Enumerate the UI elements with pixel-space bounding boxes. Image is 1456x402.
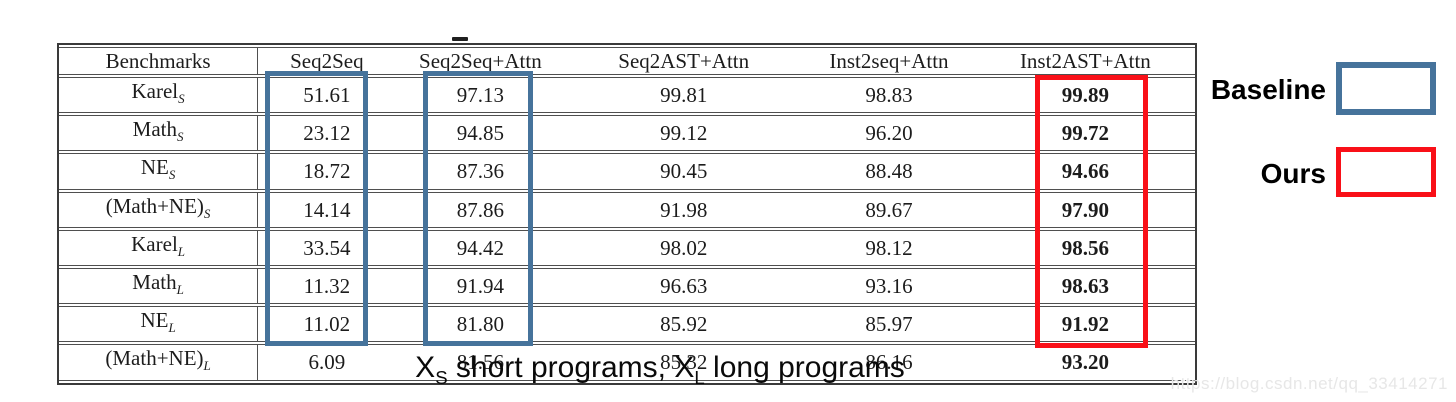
benchmark-label: NES	[59, 153, 259, 190]
score-cell: 90.45	[565, 153, 803, 190]
table-row: (Math+NE)S 14.14 87.86 91.98 89.67 97.90	[59, 191, 1195, 228]
score-cell: 86.16	[802, 344, 976, 381]
score-cell: 96.20	[802, 115, 976, 152]
caption-x-short: X	[415, 351, 436, 384]
score-cell: 88.48	[802, 153, 976, 190]
benchmark-label: KarelS	[59, 77, 259, 114]
table-row: KarelL 33.54 94.42 98.02 98.12 98.56	[59, 229, 1195, 266]
score-cell: 85.92	[565, 306, 803, 343]
score-cell: 93.16	[802, 267, 976, 305]
column-header: Seq2Seq+Attn	[395, 47, 566, 75]
column-header: Seq2AST+Attn	[565, 47, 803, 75]
score-cell: 81.80	[395, 306, 566, 343]
score-cell: 87.36	[395, 153, 566, 190]
column-header: Inst2seq+Attn	[802, 47, 976, 75]
legend-baseline-swatch	[1336, 62, 1436, 115]
caption-sub-short: S	[435, 367, 448, 388]
table-row: (Math+NE)L 6.09 81.56 85.32 86.16 93.20	[59, 344, 1195, 381]
score-cell: 94.66	[975, 153, 1195, 190]
score-cell: 11.02	[258, 306, 396, 343]
crop-artifact-dash	[452, 37, 468, 41]
legend-baseline-label: Baseline	[1210, 74, 1326, 105]
score-cell: 11.32	[258, 267, 396, 305]
benchmark-label: (Math+NE)L	[59, 344, 259, 381]
legend-ours-label: Ours	[1260, 158, 1326, 189]
score-cell: 85.32	[565, 344, 803, 381]
benchmark-label: KarelL	[59, 229, 259, 266]
caption-mid-text: short programs, X	[447, 351, 695, 384]
score-cell: 99.72	[975, 115, 1195, 152]
score-cell: 51.61	[258, 77, 396, 114]
score-cell: 97.90	[975, 191, 1195, 228]
legend-ours-swatch	[1336, 147, 1436, 197]
score-cell: 99.89	[975, 77, 1195, 114]
table-row: MathS 23.12 94.85 99.12 96.20 99.72	[59, 115, 1195, 152]
table-row: NES 18.72 87.36 90.45 88.48 94.66	[59, 153, 1195, 190]
score-cell: 91.92	[975, 306, 1195, 343]
score-cell: 98.12	[802, 229, 976, 266]
score-cell: 33.54	[258, 229, 396, 266]
figure-caption: XS short programs, XL long programs	[160, 351, 1160, 389]
score-cell: 99.12	[565, 115, 803, 152]
score-cell: 81.56	[395, 344, 566, 381]
table-row: MathL 11.32 91.94 96.63 93.16 98.63	[59, 267, 1195, 305]
score-cell: 14.14	[258, 191, 396, 228]
column-header: Seq2Seq	[258, 47, 396, 75]
score-cell: 98.83	[802, 77, 976, 114]
column-header: Inst2AST+Attn	[975, 47, 1195, 75]
score-cell: 87.86	[395, 191, 566, 228]
score-cell: 18.72	[258, 153, 396, 190]
caption-sub-long: L	[694, 367, 705, 388]
score-cell: 98.56	[975, 229, 1195, 266]
score-cell: 98.02	[565, 229, 803, 266]
table-row: KarelS 51.61 97.13 99.81 98.83 99.89	[59, 77, 1195, 114]
score-cell: 91.94	[395, 267, 566, 305]
benchmark-label: (Math+NE)S	[59, 191, 259, 228]
score-cell: 89.67	[802, 191, 976, 228]
score-cell: 85.97	[802, 306, 976, 343]
score-cell: 91.98	[565, 191, 803, 228]
score-cell: 23.12	[258, 115, 396, 152]
score-cell: 99.81	[565, 77, 803, 114]
score-cell: 94.85	[395, 115, 566, 152]
caption-end-text: long programs	[704, 351, 905, 384]
score-cell: 97.13	[395, 77, 566, 114]
score-cell: 98.63	[975, 267, 1195, 305]
benchmark-label: MathS	[59, 115, 259, 152]
benchmark-label: NEL	[59, 306, 259, 343]
table-header-row: Benchmarks Seq2Seq Seq2Seq+Attn Seq2AST+Att…	[59, 47, 1195, 75]
benchmark-label: MathL	[59, 267, 259, 305]
watermark-url: https://blog.csdn.net/qq_33414271	[1170, 374, 1448, 393]
score-cell: 96.63	[565, 267, 803, 305]
results-table: Benchmarks Seq2Seq Seq2Seq+Attn Seq2AST+Att…	[57, 43, 1197, 385]
table-row: NEL 11.02 81.80 85.92 85.97 91.92	[59, 306, 1195, 343]
column-header: Benchmarks	[59, 47, 259, 75]
score-cell: 94.42	[395, 229, 566, 266]
